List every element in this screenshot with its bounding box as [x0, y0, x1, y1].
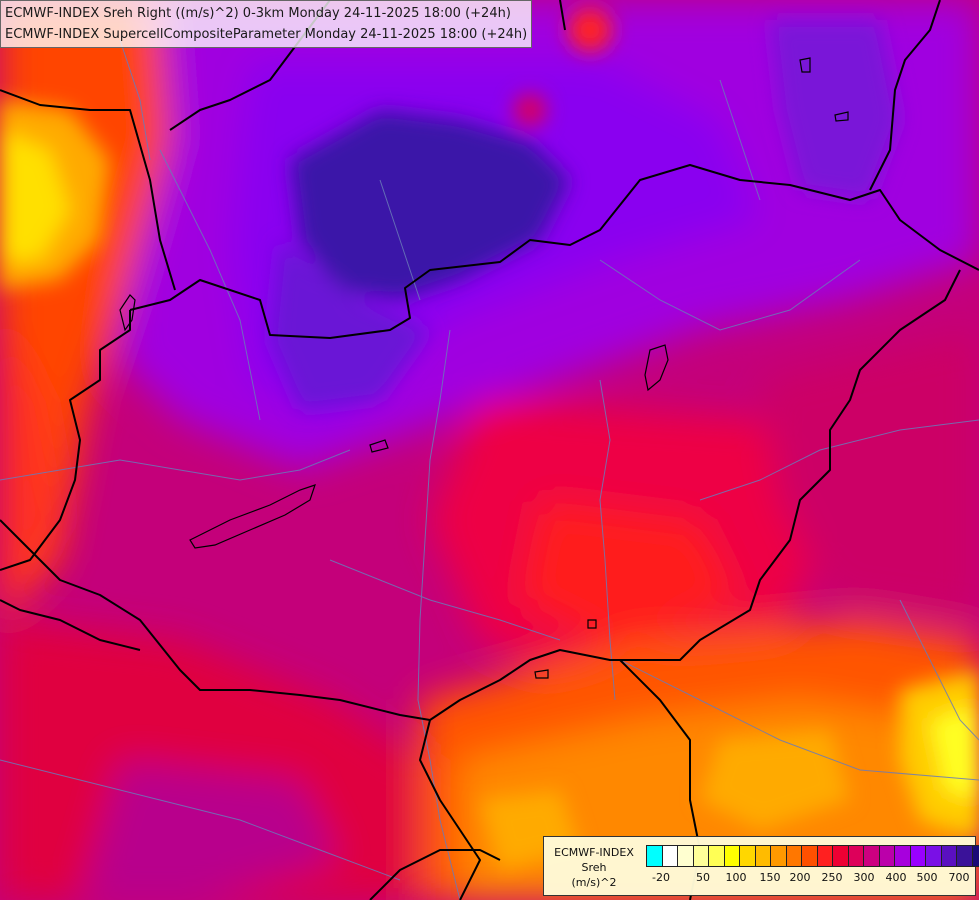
legend-tick-label: 200	[789, 871, 811, 884]
lake-neusiedl	[119, 294, 136, 332]
legend-swatch	[879, 846, 895, 866]
legend-unit: (m/s)^2	[571, 876, 617, 889]
legend-swatch	[662, 846, 678, 866]
legend-swatch	[972, 846, 979, 866]
legend-swatch	[678, 846, 694, 866]
legend-swatch	[802, 846, 818, 866]
legend-parameter: Sreh	[581, 861, 607, 874]
legend-tick-label: 250	[821, 871, 843, 884]
legend-swatch	[864, 846, 880, 866]
map-title-box: ECMWF-INDEX Sreh Right ((m/s)^2) 0-3km M…	[0, 0, 533, 48]
legend-model: ECMWF-INDEX	[554, 846, 634, 859]
title-sreh: ECMWF-INDEX Sreh Right ((m/s)^2) 0-3km M…	[5, 6, 511, 21]
legend-tick-label: -20	[652, 871, 670, 884]
color-legend: ECMWF-INDEX Sreh (m/s)^2 -20 50 100 150 200 2…	[543, 836, 979, 896]
legend-swatch	[926, 846, 942, 866]
lake-balaton	[189, 484, 316, 549]
legend-tick-label: 700	[948, 871, 970, 884]
legend-ticks: -20 50 100 150 200 250 300 400 500 700	[646, 871, 976, 889]
legend-tick-label: 400	[885, 871, 907, 884]
legend-swatch	[833, 846, 849, 866]
legend-title: ECMWF-INDEX Sreh (m/s)^2	[548, 845, 640, 890]
title-scp: ECMWF-INDEX SupercellCompositeParameter …	[5, 27, 528, 42]
legend-swatch	[848, 846, 864, 866]
legend-swatch	[755, 846, 771, 866]
legend-color-scale	[646, 845, 979, 867]
legend-swatch	[647, 846, 663, 866]
legend-tick-label: 300	[853, 871, 875, 884]
lakes	[119, 57, 849, 679]
rivers	[0, 39, 979, 900]
legend-swatch	[724, 846, 740, 866]
legend-tick-label: 500	[916, 871, 938, 884]
legend-swatch	[786, 846, 802, 866]
legend-tick-label: 150	[759, 871, 781, 884]
legend-swatch	[709, 846, 725, 866]
legend-swatch	[910, 846, 926, 866]
lake-tisza	[644, 344, 669, 392]
legend-swatch	[941, 846, 957, 866]
legend-swatch	[957, 846, 973, 866]
legend-swatch	[771, 846, 787, 866]
legend-swatch	[693, 846, 709, 866]
legend-swatch	[740, 846, 756, 866]
legend-tick-label: 50	[696, 871, 710, 884]
legend-swatch	[817, 846, 833, 866]
legend-tick-label: 100	[725, 871, 747, 884]
legend-swatch	[895, 846, 911, 866]
